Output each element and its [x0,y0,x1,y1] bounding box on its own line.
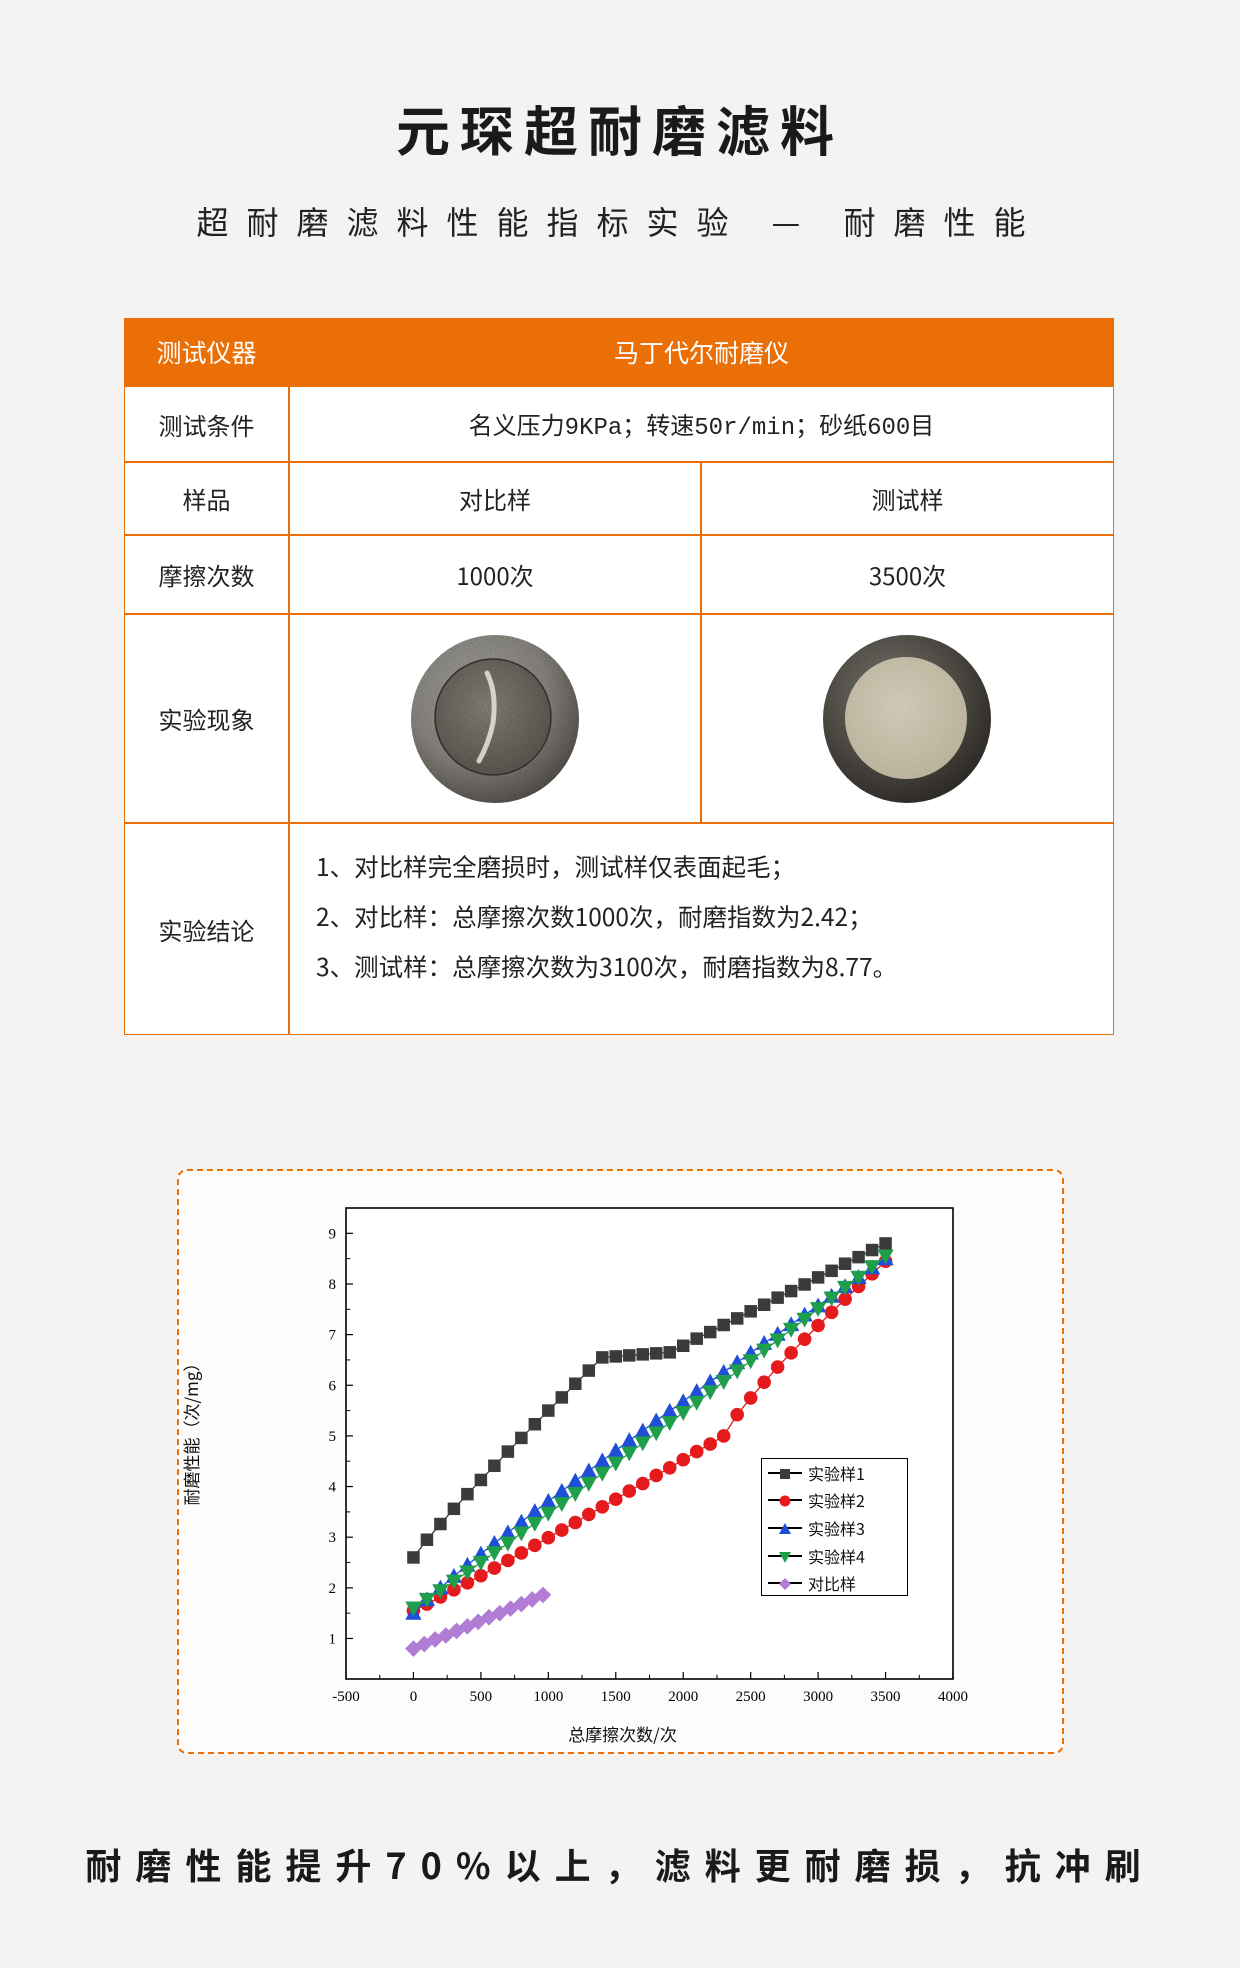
svg-text:3: 3 [329,1530,337,1546]
svg-text:6: 6 [329,1378,337,1394]
svg-text:500: 500 [470,1689,493,1705]
svg-text:2000: 2000 [668,1689,698,1705]
svg-text:3500: 3500 [871,1689,901,1705]
svg-text:3000: 3000 [803,1689,833,1705]
svg-text:0: 0 [410,1689,418,1705]
svg-text:1: 1 [329,1631,337,1647]
svg-text:2: 2 [329,1581,337,1597]
svg-text:-500: -500 [332,1689,360,1705]
svg-text:2500: 2500 [736,1689,766,1705]
svg-text:4: 4 [329,1480,337,1496]
svg-text:4000: 4000 [938,1689,968,1705]
svg-text:8: 8 [329,1277,337,1293]
svg-text:1500: 1500 [601,1689,631,1705]
svg-text:5: 5 [329,1429,337,1445]
svg-text:1000: 1000 [533,1689,563,1705]
svg-text:7: 7 [329,1328,337,1344]
svg-text:9: 9 [329,1226,337,1242]
